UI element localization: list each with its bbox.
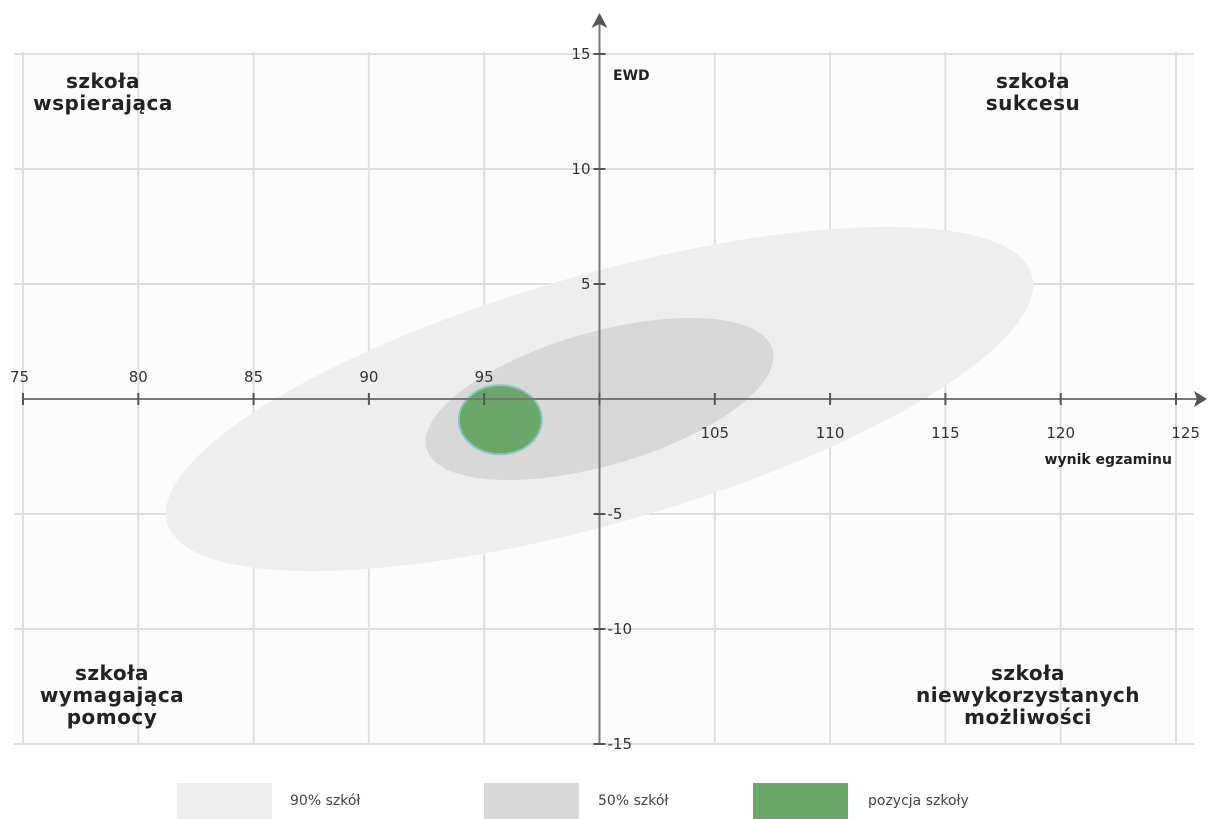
- y-tick-label: -15: [608, 735, 633, 753]
- legend-label-school: pozycja szkoły: [868, 793, 969, 809]
- quadrant-label-bottom-left: szkoła wymagająca pomocy: [0, 662, 272, 728]
- x-tick-label: 110: [816, 424, 845, 442]
- y-tick-label: 10: [571, 160, 590, 178]
- x-tick-label: 75: [10, 368, 29, 386]
- y-tick-label: 15: [571, 45, 590, 63]
- x-tick-label: 125: [1171, 424, 1200, 442]
- x-tick-label: 90: [359, 368, 378, 386]
- y-tick-label: -5: [608, 505, 623, 523]
- legend-swatch-90: [177, 783, 272, 819]
- x-tick-label: 80: [129, 368, 148, 386]
- quadrant-label-bottom-right: szkoła niewykorzystanych możliwości: [868, 662, 1188, 728]
- legend-label-50: 50% szkół: [598, 793, 669, 809]
- quadrant-label-line: wspierająca: [33, 91, 173, 115]
- quadrant-label-top-left: szkoła wspierająca: [0, 70, 263, 114]
- y-tick-label: -10: [608, 620, 633, 638]
- legend-label-90: 90% szkół: [290, 793, 361, 809]
- quadrant-label-line: szkoła: [996, 69, 1070, 93]
- quadrant-label-line: szkoła: [75, 661, 149, 685]
- legend-swatch-50: [484, 783, 579, 819]
- x-tick-label: 105: [700, 424, 729, 442]
- quadrant-label-line: pomocy: [66, 705, 158, 729]
- y-axis-arrow: [591, 13, 608, 28]
- quadrant-label-line: sukcesu: [985, 91, 1081, 115]
- quadrant-label-line: możliwości: [964, 705, 1092, 729]
- x-axis-label: wynik egzaminu: [1045, 452, 1172, 468]
- y-tick-label: 5: [581, 275, 591, 293]
- x-tick-label: 95: [475, 368, 494, 386]
- quadrant-label-top-right: szkoła sukcesu: [873, 70, 1193, 114]
- x-axis-arrow: [1194, 391, 1207, 407]
- legend-swatch-school: [753, 783, 848, 819]
- y-axis-label: EWD: [613, 68, 650, 84]
- quadrant-label-line: szkoła: [66, 69, 140, 93]
- quadrant-label-line: szkoła: [991, 661, 1065, 685]
- school-position-marker: [457, 384, 543, 456]
- quadrant-label-line: niewykorzystanych: [915, 683, 1141, 707]
- x-tick-label: 85: [244, 368, 263, 386]
- x-tick-label: 115: [931, 424, 960, 442]
- x-tick-label: 120: [1046, 424, 1075, 442]
- quadrant-label-line: wymagająca: [39, 683, 185, 707]
